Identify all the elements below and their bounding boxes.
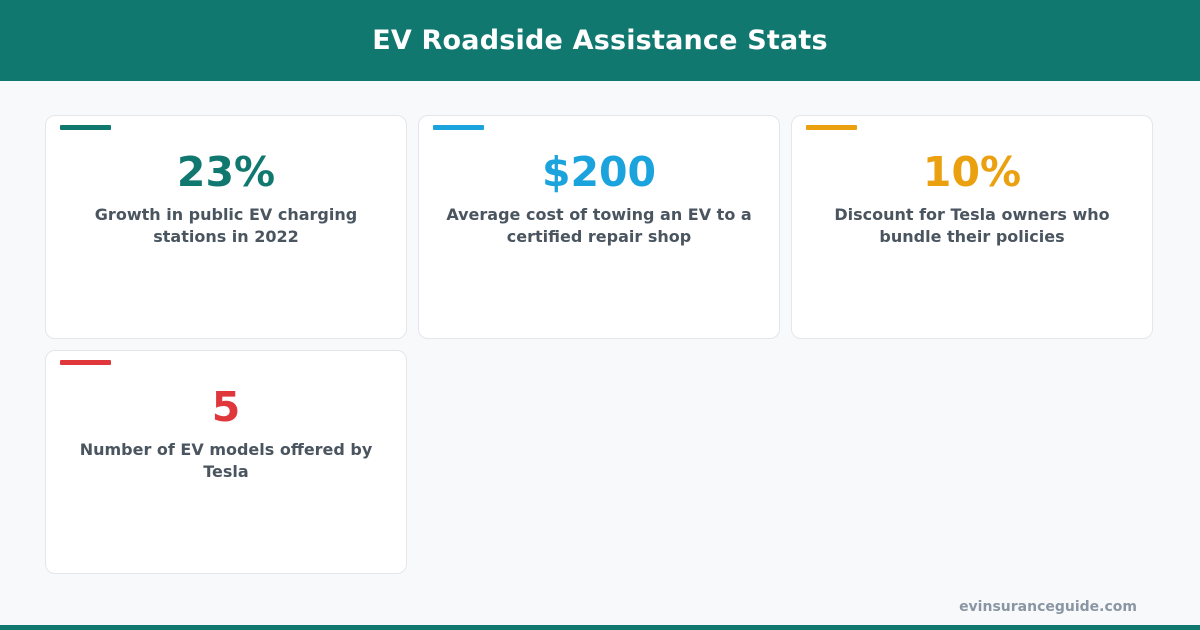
stat-label: Number of EV models offered by Tesla xyxy=(79,440,373,481)
stat-card-tesla-models: 5 Number of EV models offered by Tesla xyxy=(45,350,407,574)
card-accent-bar xyxy=(60,125,111,130)
footer-site-name: evinsuranceguide.com xyxy=(959,599,1137,615)
page-title: EV Roadside Assistance Stats xyxy=(372,25,828,56)
stat-card-charging-growth: 23% Growth in public EV charging station… xyxy=(45,115,407,339)
stat-value: 10% xyxy=(922,148,1022,196)
stat-value: 23% xyxy=(176,148,276,196)
header-banner: EV Roadside Assistance Stats xyxy=(0,0,1200,81)
stat-label: Growth in public EV charging stations in… xyxy=(94,205,358,246)
stat-card-tesla-discount: 10% Discount for Tesla owners who bundle… xyxy=(791,115,1153,339)
card-accent-bar xyxy=(433,125,484,130)
stat-card-towing-cost: $200 Average cost of towing an EV to a c… xyxy=(418,115,780,339)
card-accent-bar xyxy=(806,125,857,130)
stat-value: $200 xyxy=(541,148,657,196)
bottom-accent-bar xyxy=(0,625,1200,630)
stat-label: Discount for Tesla owners who bundle the… xyxy=(834,205,1110,246)
stat-value: 5 xyxy=(211,383,241,431)
stat-label: Average cost of towing an EV to a certif… xyxy=(446,205,752,246)
card-accent-bar xyxy=(60,360,111,365)
